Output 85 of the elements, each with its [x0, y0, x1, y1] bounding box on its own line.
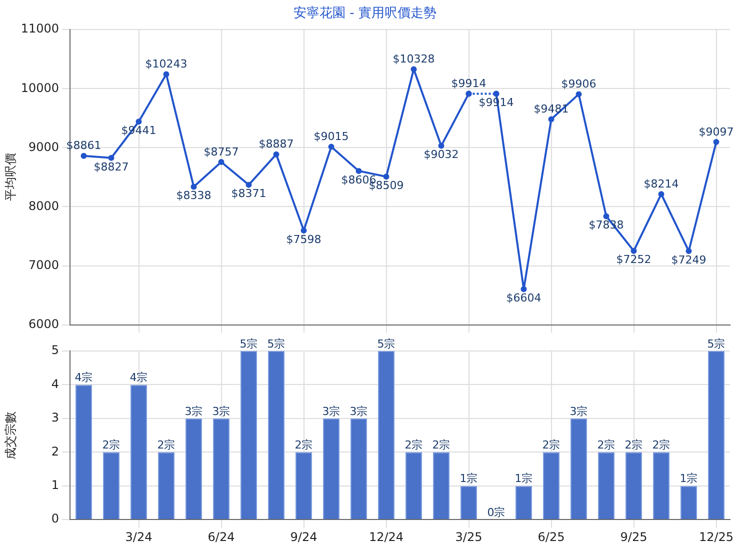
point: [273, 151, 280, 158]
y-tick-label: 4: [51, 376, 59, 391]
point: [108, 154, 114, 161]
y-tick-label: 0: [51, 512, 59, 526]
point: [438, 142, 444, 149]
point: [190, 184, 197, 190]
data-label: 3宗: [350, 404, 368, 418]
y-tick-label: 3: [51, 410, 59, 425]
x-tick-label: 12/25: [698, 530, 734, 544]
x-tick-label: 9/25: [620, 530, 648, 544]
data-label: 3宗: [184, 404, 203, 418]
point: [548, 116, 554, 122]
point: [246, 182, 252, 188]
data-label: 2宗: [432, 438, 450, 452]
data-label: $7252: [616, 253, 652, 266]
data-label: 2宗: [157, 438, 176, 452]
data-label: $7249: [671, 253, 706, 266]
x-tick-label: 12/24: [368, 530, 404, 544]
point: [356, 168, 362, 174]
point: [630, 248, 637, 254]
data-label: 4宗: [130, 371, 148, 384]
data-label: 2宗: [624, 438, 643, 452]
y-tick-label: 10000: [20, 80, 59, 95]
data-label: $10243: [145, 58, 188, 71]
data-label: $8338: [176, 189, 212, 202]
data-label: 2宗: [542, 438, 560, 452]
point: [163, 71, 170, 78]
x-tick-label: 6/24: [208, 530, 235, 544]
data-label: $9097: [698, 125, 734, 138]
point: [410, 66, 417, 72]
point: [603, 213, 610, 220]
point: [136, 118, 142, 125]
data-label: 5宗: [707, 337, 726, 350]
data-label: 5宗: [240, 337, 258, 350]
y-tick-label: 5: [51, 343, 59, 358]
data-label: 1宗: [680, 472, 698, 486]
data-label: $9032: [424, 148, 459, 162]
data-label: $8214: [644, 177, 679, 190]
data-label: 4宗: [74, 371, 93, 384]
data-label: 1宗: [514, 472, 533, 486]
point: [686, 248, 692, 254]
data-label: $9015: [314, 130, 349, 144]
data-label: $8757: [204, 145, 239, 158]
data-label: $7598: [286, 232, 322, 246]
y-tick-label: 1: [51, 478, 59, 492]
data-label: $8887: [258, 138, 294, 151]
data-label: 5宗: [377, 337, 396, 350]
x-tick-label: 9/24: [290, 530, 318, 544]
data-label: 0宗: [487, 506, 506, 519]
point: [576, 91, 582, 98]
y-axis-title: 平均呎價: [3, 153, 18, 202]
point: [658, 191, 664, 198]
point: [713, 138, 720, 145]
y-tick-label: 2: [51, 444, 59, 458]
point: [520, 286, 527, 292]
data-label: 2宗: [597, 438, 616, 452]
x-tick-label: 3/24: [125, 530, 152, 544]
y-axis-title: 成交宗數: [3, 411, 18, 460]
y-tick-label: 9000: [28, 140, 59, 154]
data-label: 3宗: [570, 404, 588, 418]
data-label: 2宗: [404, 438, 423, 452]
y-tick-label: 11000: [20, 22, 59, 36]
point: [328, 144, 334, 150]
data-label: 3宗: [322, 404, 340, 418]
y-tick-label: 8000: [28, 198, 59, 213]
data-label: 2宗: [102, 438, 120, 452]
y-tick-label: 6000: [28, 316, 59, 331]
x-tick-label: 3/25: [455, 530, 482, 544]
data-label: 5宗: [267, 337, 286, 350]
point: [80, 152, 87, 159]
data-label: 3宗: [212, 404, 230, 418]
point: [383, 174, 390, 180]
chart-title: 安寧花園 - 實用呎價走勢: [294, 5, 436, 22]
point: [218, 159, 224, 166]
data-label: $9906: [561, 78, 596, 91]
data-label: $9914: [451, 77, 486, 90]
data-label: $6604: [506, 292, 542, 304]
data-label: 2宗: [652, 438, 670, 452]
y-tick-label: 7000: [28, 258, 59, 272]
data-label: $10328: [392, 52, 435, 66]
data-label: 2宗: [294, 438, 313, 452]
data-label: $8827: [94, 160, 129, 174]
data-label: 1宗: [460, 472, 478, 486]
data-label: $8371: [231, 187, 266, 200]
x-tick-label: 6/25: [538, 530, 565, 544]
